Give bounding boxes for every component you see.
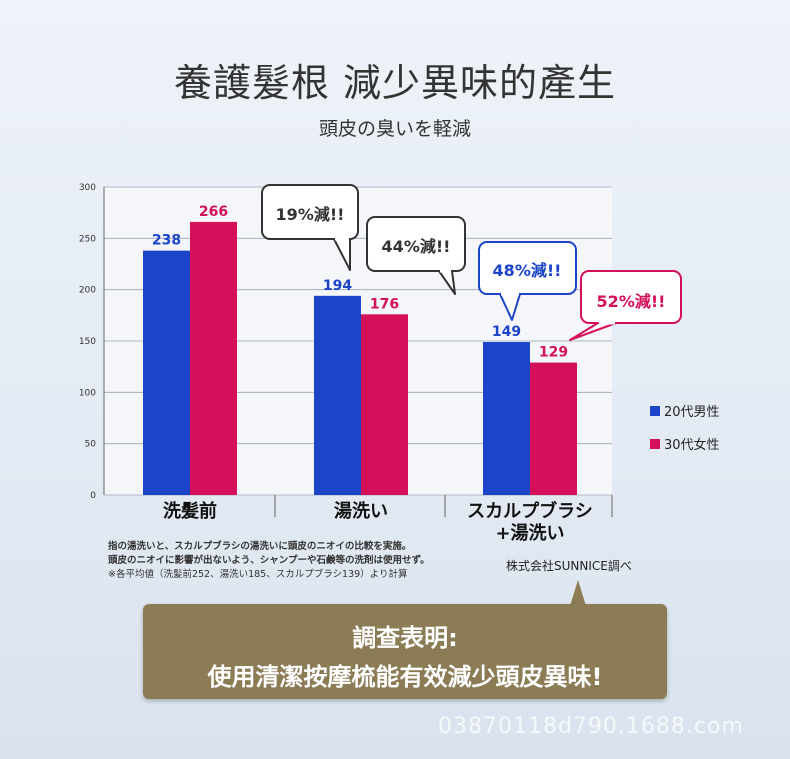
summary-box: 調查表明: 使用清潔按摩梳能有效減少頭皮異味!	[143, 604, 667, 699]
bar-value-label: 266	[199, 204, 228, 220]
bar-value-label: 238	[152, 233, 181, 249]
y-tick-label: 300	[79, 183, 96, 193]
summary-heading: 調查表明:	[352, 624, 458, 652]
y-tick-label: 200	[79, 286, 96, 296]
chart-note-2: 頭皮のニオイに影響が出ないよう、シャンプーや石鹸等の洗剤は使用せず。	[108, 555, 430, 566]
bar-value-label: 194	[323, 278, 352, 294]
bar	[190, 221, 237, 495]
bar	[143, 250, 190, 495]
page-subtitle: 頭皮の臭いを軽減	[318, 118, 471, 140]
legend-swatch	[650, 406, 660, 416]
chart-note-1: 指の湯洗いと、スカルプブラシの湯洗いに頭皮のニオイの比較を実施。	[108, 541, 412, 552]
callout-text: 44%減!!	[382, 237, 451, 256]
category-label: 湯洗い	[334, 500, 388, 522]
y-tick-label: 150	[79, 337, 96, 347]
legend-label: 20代男性	[664, 405, 720, 420]
callout-bubble	[478, 241, 577, 295]
y-tick-label: 50	[85, 440, 97, 450]
category-label: +湯洗い	[495, 522, 564, 544]
category-label: 洗髪前	[163, 500, 217, 522]
survey-credit: 株式会社SUNNICE調べ	[506, 559, 632, 573]
summary-pointer	[570, 580, 586, 606]
callout-bubble	[366, 216, 466, 272]
bar-chart: 0 50 100 150 200 250 300 238 194 149 266 176 129 洗髪前 湯…	[79, 183, 720, 544]
bar	[361, 314, 408, 495]
category-label: スカルプブラシ	[467, 500, 593, 522]
bar	[530, 362, 577, 495]
summary-text: 使用清潔按摩梳能有效減少頭皮異味!	[207, 663, 603, 691]
callout-bubble	[580, 270, 682, 324]
bar	[314, 295, 361, 495]
callout-text: 48%減!!	[493, 261, 562, 280]
bar-value-label: 129	[539, 345, 568, 361]
page-title: 養護髮根 減少異味的產生	[173, 61, 617, 105]
legend-swatch	[650, 439, 660, 449]
legend-label: 30代女性	[664, 437, 720, 453]
bar-value-label: 176	[370, 296, 399, 312]
chart-note-3: ※各平均値（洗髪前252、湯洗い185、スカルプブラシ139）より計算	[108, 569, 408, 580]
callout-bubble	[261, 184, 359, 240]
bar-value-label: 149	[492, 324, 521, 340]
callout-text: 52%減!!	[597, 292, 666, 311]
watermark: 03870118d790.1688.com	[438, 714, 744, 739]
y-tick-label: 250	[79, 234, 96, 244]
callout-text: 19%減!!	[276, 205, 345, 224]
y-tick-label: 100	[79, 388, 96, 398]
bar	[483, 342, 530, 495]
y-tick-label: 0	[90, 491, 96, 501]
